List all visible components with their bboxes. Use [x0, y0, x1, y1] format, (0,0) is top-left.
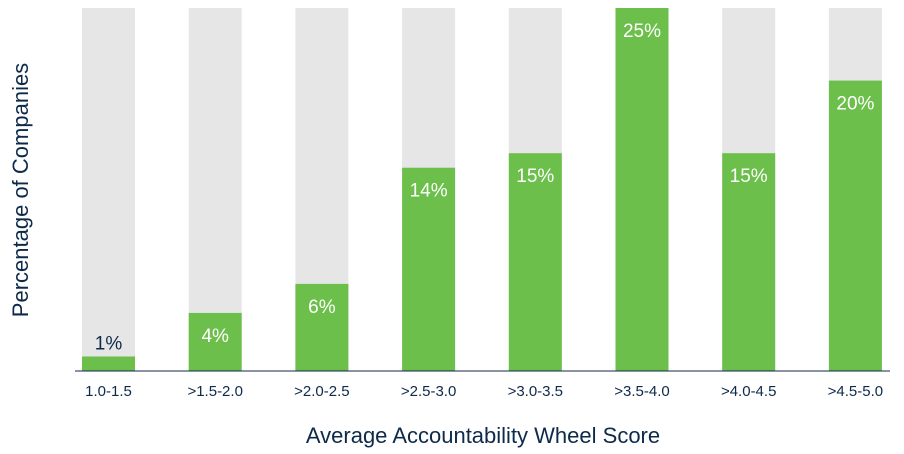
bar-background — [82, 8, 135, 371]
bar — [828, 80, 882, 371]
data-label: 15% — [730, 166, 768, 187]
bar — [508, 153, 562, 371]
x-tick-label: 1.0-1.5 — [85, 383, 132, 400]
data-label: 25% — [623, 21, 661, 42]
bar — [722, 153, 776, 371]
bar — [402, 167, 456, 371]
bar — [82, 356, 135, 371]
data-label: 14% — [410, 181, 448, 202]
data-label: 4% — [201, 326, 229, 347]
bar — [188, 312, 242, 371]
data-label: 20% — [836, 94, 874, 115]
data-label: 15% — [516, 166, 554, 187]
data-label: 6% — [308, 297, 336, 318]
x-tick-label: >2.5-3.0 — [401, 383, 456, 400]
y-axis-title: Percentage of Companies — [8, 63, 33, 317]
bar-background — [188, 8, 242, 371]
bar — [295, 283, 349, 371]
bar — [615, 8, 669, 371]
x-tick-label: >4.5-5.0 — [828, 383, 883, 400]
x-tick-label: >3.5-4.0 — [614, 383, 669, 400]
x-tick-label: >1.5-2.0 — [187, 383, 242, 400]
x-tick-label: >4.0-4.5 — [721, 383, 776, 400]
x-tick-label: >3.0-3.5 — [508, 383, 563, 400]
x-tick-label: >2.0-2.5 — [294, 383, 349, 400]
data-label: 1% — [95, 333, 123, 354]
x-axis-title: Average Accountability Wheel Score — [306, 423, 660, 448]
